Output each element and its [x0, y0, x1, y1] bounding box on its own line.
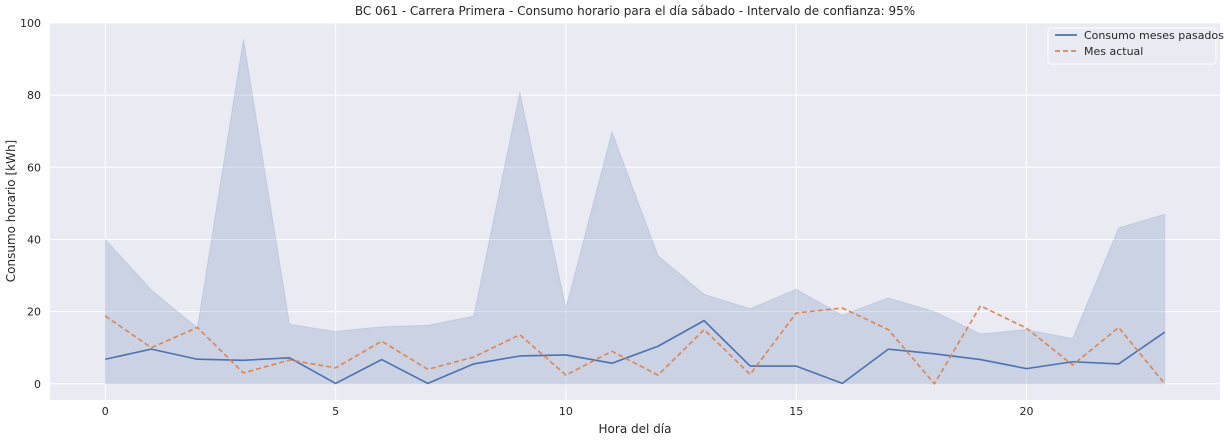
y-tick-label: 20: [27, 306, 41, 319]
plot-area: [50, 23, 1220, 400]
series-lines: [104, 305, 1166, 385]
legend-label-consumo-meses-pasados: Consumo meses pasados: [1084, 29, 1224, 42]
legend-box: [1047, 27, 1217, 65]
series-line-1: [104, 305, 1166, 385]
grid-lines: [50, 22, 1220, 400]
x-axis-label: Hora del día: [599, 422, 672, 436]
chart-title: BC 061 - Carrera Primera - Consumo horar…: [355, 4, 915, 18]
y-axis-label: Consumo horario [kWh]: [4, 140, 18, 282]
y-tick-label: 100: [20, 17, 41, 30]
y-tick-label: 0: [34, 378, 41, 391]
y-axis-ticks: 0 20 40 60 80 100: [20, 17, 41, 391]
x-tick-label: 5: [332, 405, 339, 418]
x-tick-label: 20: [1020, 405, 1034, 418]
x-tick-label: 0: [102, 405, 109, 418]
y-tick-label: 40: [27, 233, 41, 246]
x-axis-ticks: 0 5 10 15 20: [102, 405, 1034, 418]
x-tick-label: 10: [559, 405, 573, 418]
series-line-0: [105, 319, 1166, 385]
y-tick-label: 80: [27, 89, 41, 102]
legend: Consumo meses pasados Mes actual: [1047, 27, 1224, 65]
legend-label-mes-actual: Mes actual: [1084, 45, 1143, 58]
x-tick-label: 15: [789, 405, 803, 418]
y-tick-label: 60: [27, 161, 41, 174]
